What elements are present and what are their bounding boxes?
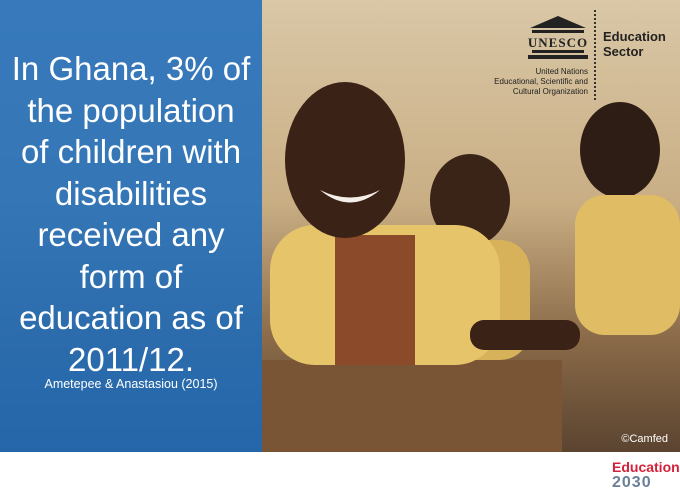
org-line: United Nations [535, 67, 588, 76]
org-line: Educational, Scientific and [494, 77, 588, 86]
smile [320, 190, 380, 203]
unesco-temple: UNESCO [528, 16, 588, 59]
statement-line: of children with [20, 133, 242, 170]
statement: In Ghana, 3% of the population of children… [0, 48, 262, 380]
background-child [430, 154, 510, 246]
photo-credit: ©Camfed [621, 433, 668, 445]
desk [262, 360, 562, 452]
face [285, 82, 405, 238]
org-line: Cultural Organization [512, 87, 588, 96]
sector-line: Education [603, 29, 666, 44]
shirt-stripe [335, 235, 415, 365]
organization-name: United Nations Educational, Scientific a… [490, 67, 588, 97]
divider [594, 10, 596, 100]
statement-line: education as of [19, 299, 243, 336]
logo-acronym: UNESCO [528, 35, 588, 50]
sector-line: Sector [603, 44, 644, 59]
statement-line: 2011/12. [67, 340, 194, 378]
photo-shapes [262, 82, 680, 452]
arm [470, 320, 580, 350]
footer-logo-word: Education [612, 459, 680, 475]
statement-line: form of [79, 257, 183, 295]
statement-line: the population [27, 91, 235, 129]
footer-logo-year: 2030 [612, 474, 652, 491]
text-panel: In Ghana, 3% of the population of children… [0, 0, 262, 452]
statement-line: received any [37, 216, 225, 253]
background-child [580, 102, 660, 198]
statement-line: disabilities [54, 174, 208, 212]
photo [0, 0, 680, 452]
sector-name: Education Sector [603, 29, 666, 59]
background-shirt [575, 195, 680, 335]
statement-line: In Ghana, 3% of [11, 50, 251, 87]
citation: Ametepee & Anastasiou (2015) [44, 377, 218, 391]
